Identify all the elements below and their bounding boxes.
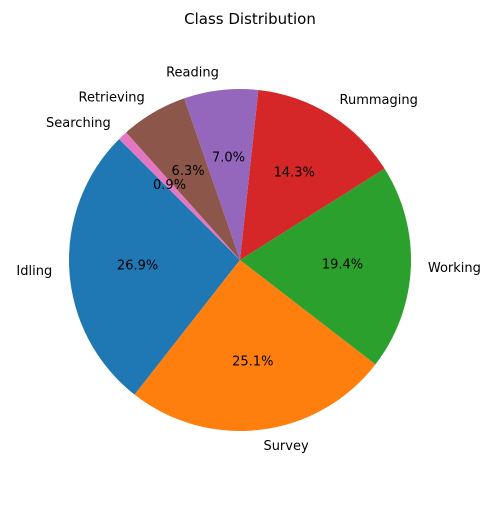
pie-category-label-idling: Idling — [16, 264, 52, 279]
pie-percent-label-retrieving: 6.3% — [172, 164, 205, 179]
pie-category-label-reading: Reading — [166, 66, 219, 81]
pie-category-label-rummaging: Rummaging — [340, 93, 418, 108]
pie-percent-label-searching: 0.9% — [153, 178, 186, 193]
pie-slice-survey — [134, 260, 376, 432]
pie-percent-label-working: 19.4% — [322, 257, 363, 272]
pie-category-label-retrieving: Retrieving — [79, 90, 145, 105]
pie-percent-label-survey: 25.1% — [232, 354, 273, 369]
pie-percent-label-reading: 7.0% — [212, 151, 245, 166]
pie-slice-idling — [69, 139, 241, 395]
pie-percent-label-rummaging: 14.3% — [274, 165, 315, 180]
pie-category-label-searching: Searching — [46, 116, 111, 131]
pie-category-label-survey: Survey — [263, 439, 309, 454]
chart-title: Class Distribution — [184, 10, 316, 28]
pie-percent-label-idling: 26.9% — [117, 259, 158, 274]
pie-slice-reading — [184, 89, 259, 261]
pie-slice-rummaging — [240, 89, 385, 261]
pie-slice-working — [240, 168, 412, 365]
pie-slice-searching — [119, 132, 240, 260]
pie-category-label-working: Working — [428, 261, 481, 276]
pie-slice-retrieving — [126, 98, 240, 260]
